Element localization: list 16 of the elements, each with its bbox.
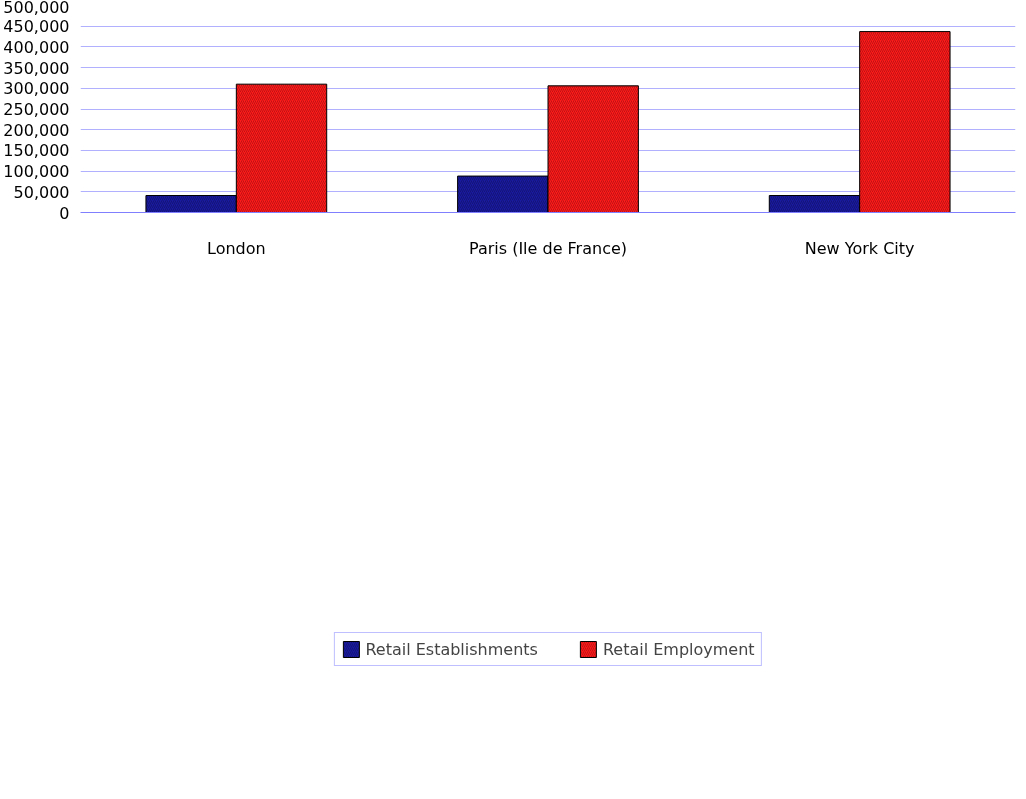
y-tick-label: 100,000	[3, 162, 70, 182]
y-tick-label: 350,000	[3, 58, 70, 78]
x-tick-label: Paris (Ile de France)	[468, 238, 628, 258]
legend-label: Retail Establishments	[365, 639, 538, 659]
y-tick-label: 300,000	[3, 79, 70, 99]
y-tick-label: 200,000	[3, 120, 70, 140]
y-tick-label: 400,000	[3, 37, 70, 57]
x-tick-label: London	[207, 238, 266, 258]
legend-label: Retail Employment	[602, 639, 755, 659]
y-tick-label: 150,000	[3, 141, 70, 161]
y-tick-label: 50,000	[13, 182, 70, 202]
x-tick-label: New York City	[804, 238, 915, 258]
y-tick-label: 250,000	[3, 100, 70, 119]
y-tick-label: 450,000	[3, 17, 70, 37]
y-tick-label: 0	[59, 203, 70, 223]
y-tick-label: 500,000	[3, 0, 70, 17]
